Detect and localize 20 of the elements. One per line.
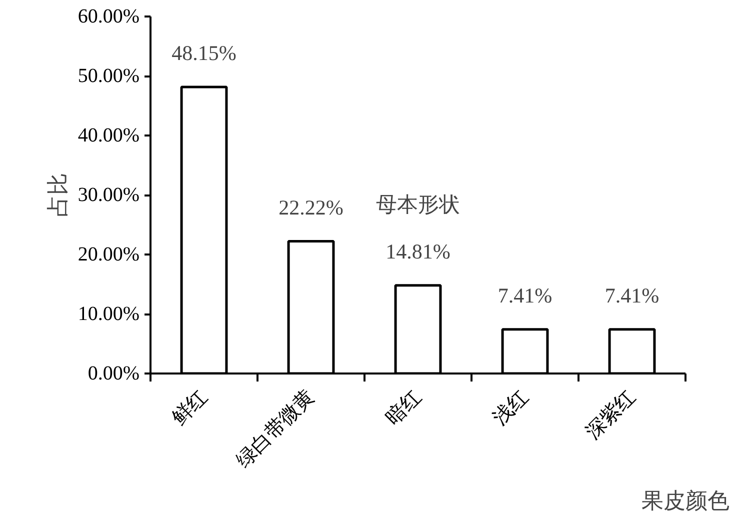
data-label: 22.22% <box>278 195 344 220</box>
x-tick-label: 深紫红 <box>582 386 640 444</box>
y-tick-label: 50.00% <box>78 65 140 87</box>
data-label: 48.15% <box>172 41 236 66</box>
data-label: 7.41% <box>604 283 660 308</box>
y-tick-label: 0.00% <box>88 362 140 384</box>
x-axis-title: 果皮颜色 <box>642 488 730 513</box>
data-label: 7.41% <box>498 283 552 308</box>
x-tick-label: 鲜红 <box>168 386 212 430</box>
y-tick-label: 60.00% <box>78 6 140 28</box>
y-tick-label: 20.00% <box>78 244 140 266</box>
data-label: 14.81% <box>386 239 450 264</box>
y-tick-label: 40.00% <box>78 124 140 146</box>
x-tick-label: 浅红 <box>488 386 533 430</box>
y-tick-label: 30.00% <box>78 184 140 206</box>
x-tick-label: 绿白带微黄 <box>232 386 319 472</box>
y-axis-title: 占比 <box>44 173 70 217</box>
annotation: 母本形状 <box>376 192 460 216</box>
y-tick-label: 10.00% <box>78 303 140 325</box>
x-tick-label: 暗红 <box>382 386 426 430</box>
